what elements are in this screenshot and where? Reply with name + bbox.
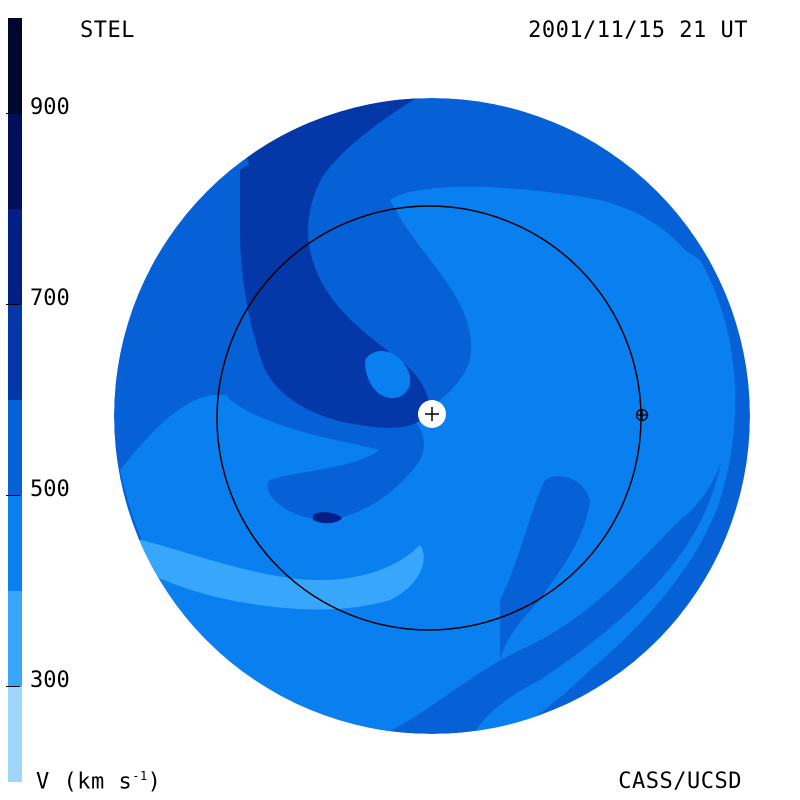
region-700-800 [313, 512, 342, 524]
units-text: V (km s [36, 769, 133, 794]
earth-icon [635, 408, 649, 422]
units-exponent: -1 [132, 768, 148, 783]
station-label: STEL [80, 18, 135, 43]
region-400-500 [365, 350, 411, 399]
colorbar-segment [8, 686, 22, 782]
credit-label: CASS/UCSD [618, 769, 742, 794]
datetime-label: 2001/11/15 21 UT [528, 18, 748, 43]
colorbar-segment [8, 113, 22, 209]
region-400-500 [496, 294, 505, 302]
colorbar-segment [8, 591, 22, 687]
colorbar-tick-label: 700 [30, 285, 70, 311]
velocity-colorbar [8, 18, 22, 782]
units-label: V (km s-1) [36, 769, 161, 794]
colorbar-ticks [6, 113, 20, 687]
colorbar-segment [8, 400, 22, 496]
region-400-500 [470, 220, 736, 734]
colorbar-segment [8, 18, 22, 114]
colorbar-tick-label: 900 [30, 94, 70, 120]
region-400-500 [470, 400, 517, 435]
region-600-700 [240, 98, 420, 270]
region-300-400 [120, 535, 424, 610]
colorbar-segment [8, 304, 22, 400]
colorbar-tick-label: 500 [30, 476, 70, 502]
units-close: ) [147, 769, 162, 794]
colorbar-tick-label: 300 [30, 667, 70, 693]
sun-marker [418, 400, 446, 428]
region-500-600 [500, 476, 590, 660]
earth-orbit-circle [216, 205, 642, 631]
colorbar-segment [8, 495, 22, 591]
colorbar-segment [8, 209, 22, 305]
